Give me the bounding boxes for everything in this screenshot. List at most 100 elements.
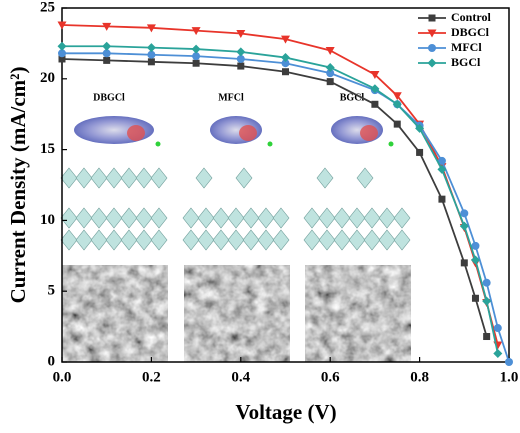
marker — [470, 255, 480, 265]
marker — [281, 59, 290, 68]
octahedron — [212, 229, 230, 251]
marker — [281, 35, 290, 44]
marker — [192, 59, 200, 67]
marker — [325, 46, 335, 55]
octahedron — [105, 207, 123, 229]
octahedron — [150, 167, 168, 189]
marker — [325, 62, 335, 72]
x-tick-label: 0.6 — [321, 369, 340, 385]
molecule-neg — [127, 125, 145, 141]
marker — [482, 296, 492, 306]
octahedron — [75, 167, 93, 189]
octahedron — [257, 207, 275, 229]
octahedron — [393, 229, 411, 251]
sem-image — [184, 265, 290, 362]
octahedron — [363, 207, 381, 229]
y-tick-label: 20 — [40, 70, 55, 86]
octahedron — [150, 229, 168, 251]
marker — [147, 58, 155, 66]
marker — [146, 43, 156, 53]
octahedron — [318, 229, 336, 251]
x-tick-label: 0.8 — [410, 369, 429, 385]
marker — [482, 278, 491, 287]
octahedron — [242, 207, 260, 229]
octahedron — [303, 207, 321, 229]
marker — [471, 241, 480, 250]
octahedron — [105, 229, 123, 251]
y-tick-label: 5 — [48, 283, 56, 299]
molecule-neg — [360, 125, 378, 141]
legend-label: BGCl — [451, 55, 481, 69]
marker — [58, 55, 66, 63]
octahedron — [120, 229, 138, 251]
marker — [236, 29, 246, 38]
marker — [371, 100, 379, 108]
octahedron — [378, 229, 396, 251]
octahedron — [135, 167, 153, 189]
marker — [392, 99, 402, 109]
marker — [236, 54, 245, 63]
marker — [416, 148, 424, 156]
octahedron — [378, 207, 396, 229]
marker — [437, 156, 446, 165]
octahedron — [195, 167, 213, 189]
marker — [460, 209, 469, 218]
legend-marker — [428, 14, 436, 22]
legend-marker — [428, 44, 436, 52]
marker — [103, 56, 111, 64]
marker — [460, 259, 468, 267]
y-tick-label: 0 — [48, 353, 56, 369]
plot-frame — [61, 7, 510, 363]
octahedron — [242, 229, 260, 251]
marker — [58, 49, 66, 58]
x-tick-label: 0.2 — [142, 369, 161, 385]
marker — [236, 47, 246, 57]
marker — [392, 92, 402, 101]
y-axis-label: Current Density (mA/cm²) — [6, 67, 30, 304]
octahedron — [363, 229, 381, 251]
x-tick-label: 0.0 — [53, 369, 72, 385]
sem-image — [62, 265, 168, 362]
octahedron — [75, 229, 93, 251]
marker — [471, 294, 479, 302]
inset-label: MFCl — [218, 92, 244, 103]
octahedron — [120, 167, 138, 189]
marker — [415, 123, 425, 133]
octahedron — [90, 207, 108, 229]
octahedron — [393, 207, 411, 229]
octahedron — [60, 207, 78, 229]
octahedron — [75, 207, 93, 229]
marker — [102, 49, 111, 58]
marker — [192, 52, 201, 61]
y-tick-label: 25 — [40, 0, 55, 15]
octahedron — [316, 167, 334, 189]
legend-marker — [427, 58, 437, 68]
inset-label: BGCl — [340, 92, 365, 103]
octahedron — [227, 207, 245, 229]
octahedron — [197, 229, 215, 251]
marker — [237, 62, 245, 70]
marker — [102, 22, 112, 31]
marker — [370, 71, 380, 80]
octahedron — [212, 207, 230, 229]
marker — [146, 24, 156, 33]
octahedron — [318, 207, 336, 229]
y-tick-label: 10 — [40, 212, 55, 228]
octahedron — [135, 207, 153, 229]
marker — [57, 21, 67, 30]
marker — [483, 333, 491, 341]
marker — [437, 164, 447, 174]
chloride — [155, 141, 161, 147]
octahedron — [272, 207, 290, 229]
octahedron — [60, 229, 78, 251]
chloride — [267, 141, 273, 147]
series-line — [61, 58, 488, 337]
marker — [326, 78, 334, 86]
marker — [505, 358, 513, 366]
marker — [102, 41, 112, 51]
octahedron — [227, 229, 245, 251]
marker — [493, 349, 503, 359]
marker — [493, 324, 502, 333]
octahedron — [120, 207, 138, 229]
